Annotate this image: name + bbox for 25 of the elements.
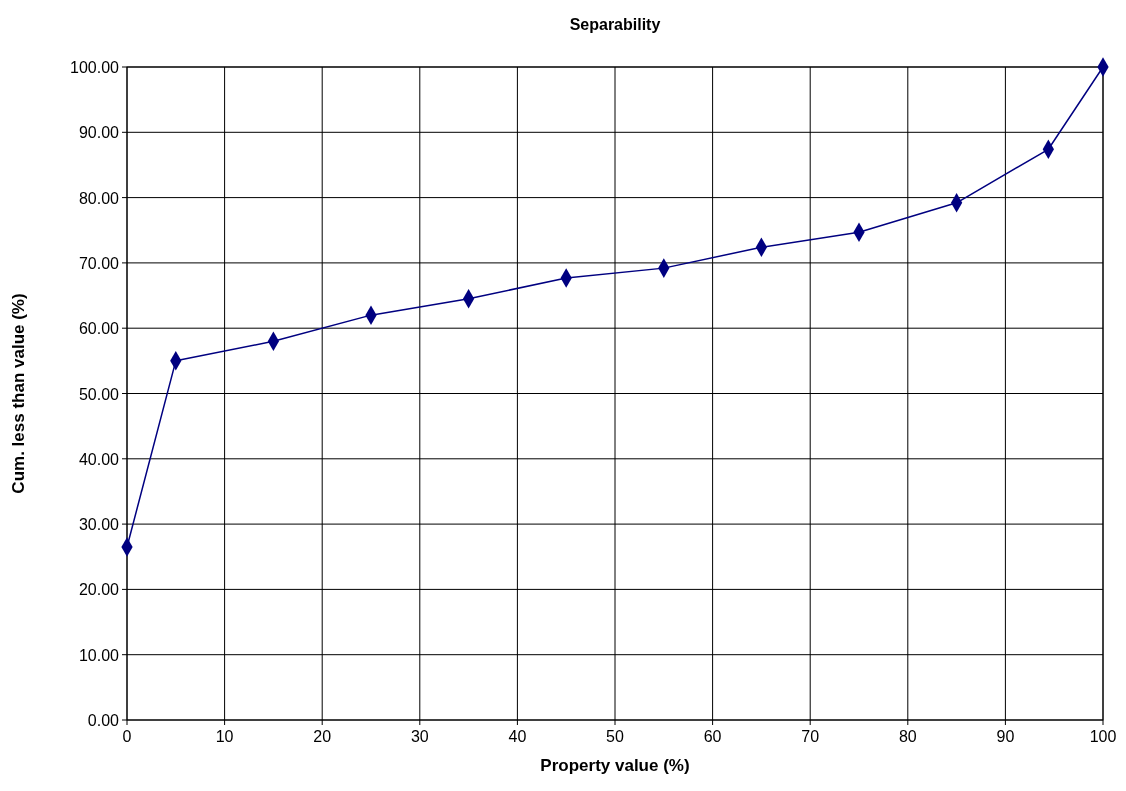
x-tick-label: 10 <box>215 728 234 745</box>
y-tick-label: 70.00 <box>78 254 120 272</box>
y-tick-label: 20.00 <box>78 581 120 599</box>
x-tick-label: 40 <box>508 728 527 745</box>
x-tick-label: 100 <box>1089 728 1117 745</box>
y-tick-label: 10.00 <box>78 646 120 664</box>
y-tick-label: 30.00 <box>78 516 120 534</box>
y-tick-label: 0.00 <box>87 712 120 729</box>
chart-title: Separability <box>569 16 661 33</box>
y-tick-label: 60.00 <box>78 320 120 338</box>
y-tick-label: 80.00 <box>78 189 120 207</box>
x-tick-label: 20 <box>313 728 332 745</box>
x-tick-label: 80 <box>898 728 917 745</box>
x-tick-label: 30 <box>410 728 429 745</box>
x-tick-label: 0 <box>122 728 132 745</box>
y-tick-label: 40.00 <box>78 450 120 468</box>
y-tick-label: 90.00 <box>78 124 120 142</box>
y-tick-label: 50.00 <box>78 385 120 403</box>
x-tick-label: 50 <box>606 728 624 745</box>
y-axis-title: Cum. less than value (%) <box>9 293 28 494</box>
x-tick-label: 90 <box>996 728 1015 745</box>
x-tick-label: 70 <box>801 728 820 745</box>
x-tick-label: 60 <box>703 728 722 745</box>
y-tick-label: 100.00 <box>70 59 120 76</box>
x-axis-title: Property value (%) <box>540 756 690 775</box>
